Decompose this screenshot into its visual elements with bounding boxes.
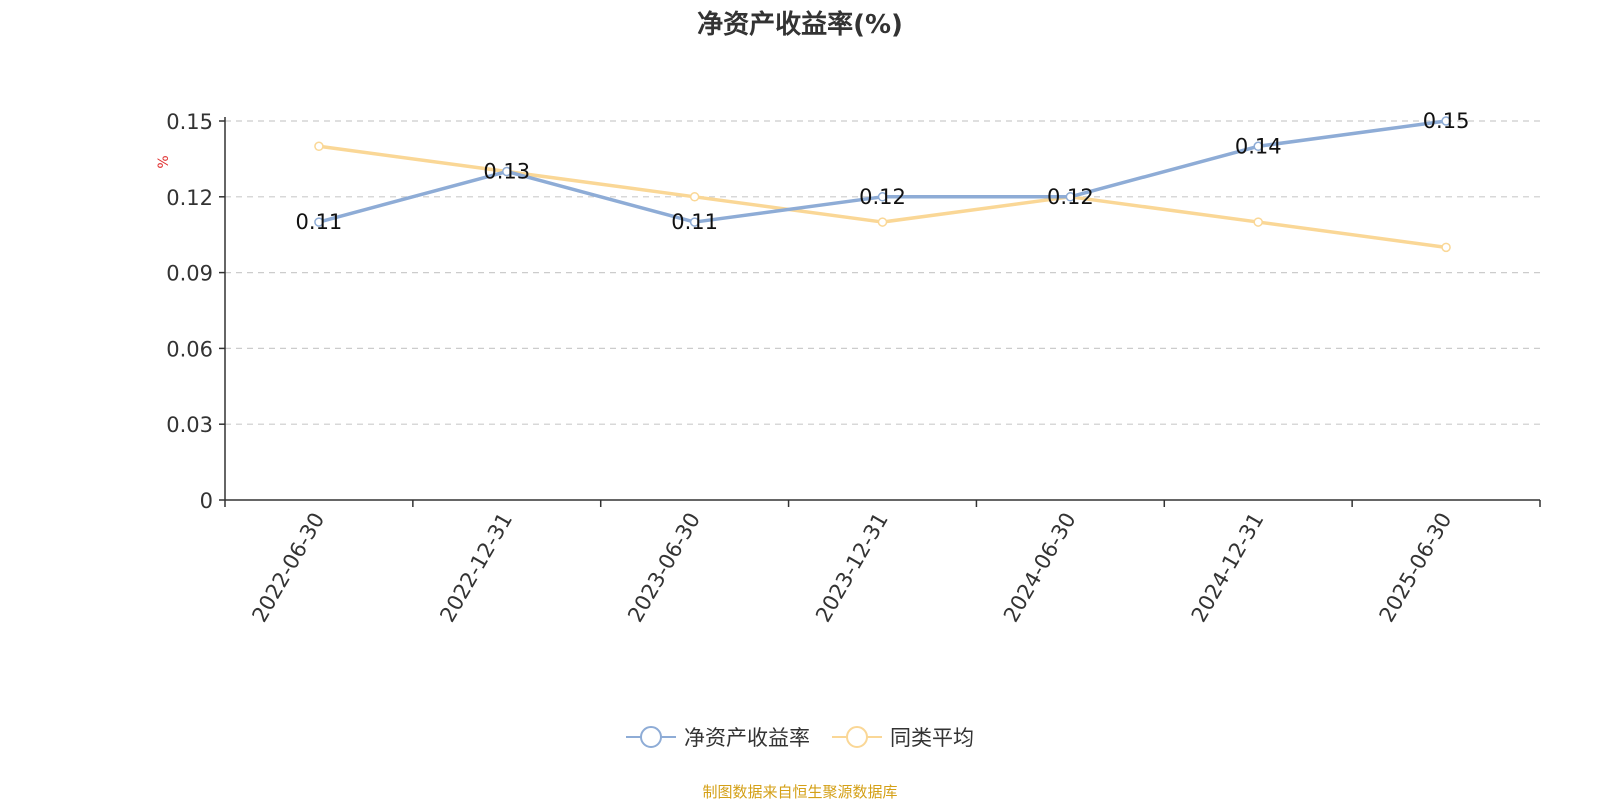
data-labels: 0.11 0.13 0.11 0.12 0.12 0.14 0.15 [296,109,1470,234]
legend-peer-average-label: 同类平均 [890,726,974,750]
y-tick-label: 0.03 [166,413,213,437]
x-tick-label: 2023-12-31 [811,509,893,627]
legend-item-peer-average[interactable]: 同类平均 [832,722,974,752]
y-tick-label: 0.09 [166,262,213,286]
legend-roe-icon [626,726,676,748]
data-label: 0.12 [859,185,906,209]
data-label: 0.13 [483,160,530,184]
y-tick-label: 0.15 [166,110,213,134]
series-lines [314,116,1451,253]
x-tick-label: 2023-06-30 [623,509,705,627]
data-point [877,192,888,202]
legend-peer-average-icon [832,726,882,748]
data-point [689,192,700,202]
data-label: 0.11 [671,210,718,234]
data-point [1253,217,1263,227]
data-point [314,141,324,152]
y-axis-label: % [156,155,172,168]
y-tick-label: 0 [200,489,213,513]
data-point [502,166,512,177]
y-tick-label: 0.06 [166,337,213,361]
x-tick-label: 2022-12-31 [435,509,517,627]
data-label: 0.14 [1235,134,1282,158]
data-label: 0.12 [1047,185,1094,209]
x-tick-label: 2024-12-31 [1187,509,1269,627]
legend-roe-label: 净资产收益率 [684,726,810,750]
data-point [1441,116,1451,126]
data-point [314,217,324,227]
axes: 0 0.03 0.06 0.09 0.12 0.15% 2022-06-30 2022-12-… [156,110,1541,627]
data-point [1253,141,1263,152]
data-label: 0.11 [296,210,343,234]
data-point [689,217,700,227]
grid-lines [225,120,1540,425]
x-tick-label: 2022-06-30 [247,509,329,627]
data-point [1065,192,1076,202]
data-point [1441,242,1451,253]
chart-title: 净资产收益率(%) [697,10,903,40]
legend: 净资产收益率 同类平均 [0,722,1600,752]
data-label: 0.15 [1423,109,1470,133]
legend-item-roe[interactable]: 净资产收益率 [626,722,810,752]
source-note: 制图数据来自恒生聚源数据库 [702,783,898,801]
x-tick-label: 2024-06-30 [999,509,1081,627]
data-point [877,217,888,227]
x-tick-label: 2025-06-30 [1375,509,1457,627]
y-tick-label: 0.12 [166,186,213,210]
